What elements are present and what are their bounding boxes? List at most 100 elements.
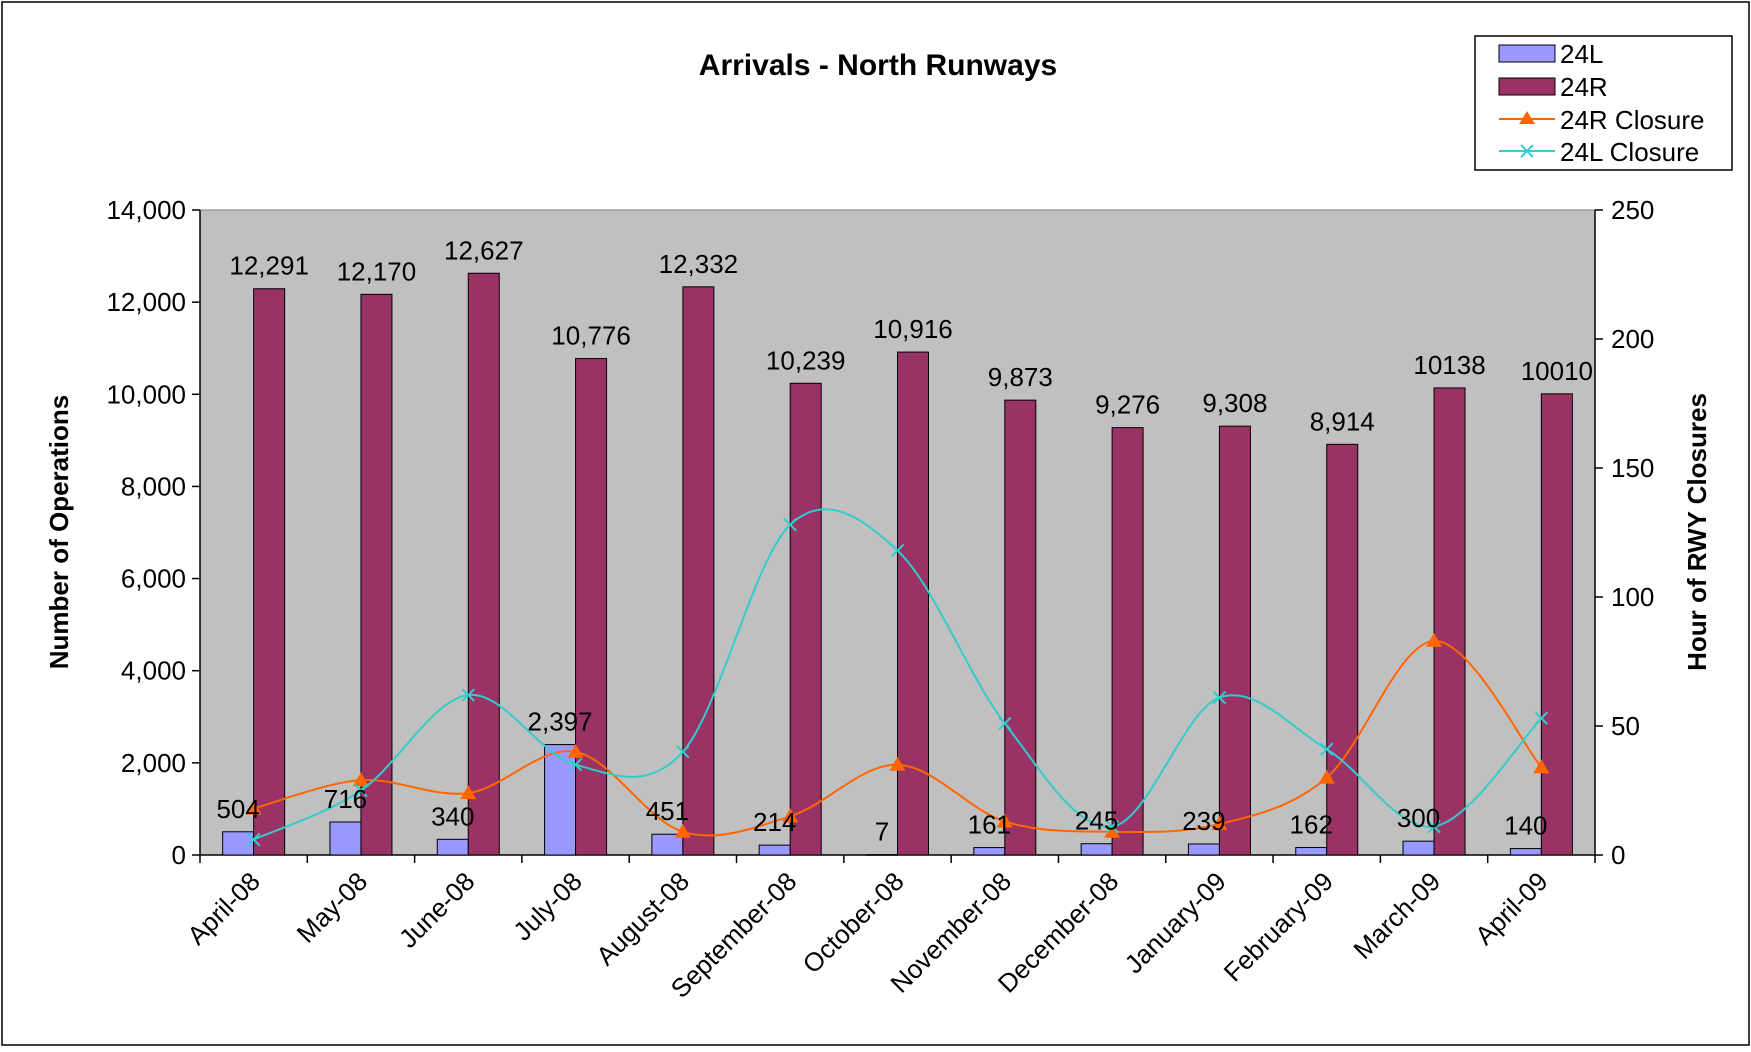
marker-24l-closure <box>354 783 368 798</box>
data-label-24l: 504 <box>216 794 259 824</box>
bar-24l <box>866 854 898 856</box>
marker-24l-closure <box>568 757 583 772</box>
y-tick-label: 6,000 <box>121 564 186 594</box>
data-label-24r: 10010 <box>1521 356 1593 386</box>
bar-24r <box>789 382 822 856</box>
bar-24l <box>1295 847 1328 856</box>
marker-24l-closure <box>676 745 690 759</box>
data-label-24r: 10138 <box>1413 350 1485 380</box>
legend-swatch-24r <box>1498 77 1556 96</box>
marker-24l-closure <box>1105 819 1119 834</box>
line-series <box>245 508 1550 847</box>
bar-24l <box>1509 848 1542 856</box>
data-label-24l: 161 <box>968 810 1011 840</box>
marker-24l-closure <box>998 716 1012 731</box>
bar-24l <box>436 838 469 856</box>
data-label-24r: 12,170 <box>337 256 417 286</box>
legend-label-24l: 24L <box>1560 39 1603 69</box>
bar-24r <box>253 288 286 856</box>
bar-24r <box>575 358 608 856</box>
marker-24r-closure <box>567 743 584 758</box>
y-tick-label: 10,000 <box>106 379 186 409</box>
bar-24r <box>1433 387 1466 856</box>
data-label-24l: 451 <box>646 796 689 826</box>
legend-label-24r: 24R <box>1560 72 1608 102</box>
y2-axis-title: Hour of RWY Closures <box>1682 393 1712 671</box>
bar-24l <box>1402 840 1435 856</box>
data-label-24l: 716 <box>324 784 367 814</box>
bar-24r <box>897 351 929 856</box>
bar-24r <box>1540 393 1573 856</box>
data-label-24l: 162 <box>1290 810 1333 840</box>
data-label-24l: 340 <box>431 801 474 831</box>
data-label-24r: 8,914 <box>1310 406 1375 436</box>
y-tick-label: 14,000 <box>106 195 186 225</box>
marker-24l-closure <box>1212 690 1227 705</box>
bar-24l <box>1187 843 1220 856</box>
marker-24r-closure <box>245 800 262 815</box>
marker-24r-closure <box>460 785 477 800</box>
marker-24l-closure <box>1534 711 1549 725</box>
data-label-24l: 140 <box>1504 811 1547 841</box>
legend-marker-24r-closure <box>1519 111 1535 124</box>
marker-24r-closure <box>352 772 369 787</box>
y-axis-title: Number of Operations <box>44 395 74 669</box>
bar-24l <box>973 847 1006 856</box>
marker-24r-closure <box>1104 823 1121 838</box>
marker-24r-closure <box>674 823 691 838</box>
legend-label-24l-closure: 24L Closure <box>1560 137 1699 167</box>
data-label-24l: 2,397 <box>528 707 593 737</box>
marker-24r-closure <box>1426 632 1443 647</box>
data-label-24l: 7 <box>875 817 889 847</box>
data-label-24r: 12,627 <box>444 235 524 265</box>
data-label-24r: 9,873 <box>988 362 1053 392</box>
bar-24r <box>360 293 393 856</box>
y-tick-label: 0 <box>172 840 186 870</box>
y-tick-label: 12,000 <box>106 287 186 317</box>
marker-24r-closure <box>889 756 906 771</box>
marker-24l-closure <box>1427 819 1441 834</box>
data-label-24r: 9,308 <box>1202 388 1267 418</box>
marker-24r-closure <box>782 808 799 823</box>
legend-marker-24l-closure <box>1520 144 1534 158</box>
marker-24r-closure <box>1211 816 1228 831</box>
bar-24r <box>1111 427 1144 856</box>
y-tick-label: 4,000 <box>121 656 186 686</box>
bar-24l <box>1080 843 1113 856</box>
bar-24r <box>682 286 715 856</box>
data-label-24l: 245 <box>1075 806 1118 836</box>
data-label-24r: 10,239 <box>766 345 846 375</box>
bar-24r <box>1326 443 1359 856</box>
data-label-24l: 300 <box>1397 803 1440 833</box>
y-tick-label: 2,000 <box>121 748 186 778</box>
marker-24l-closure <box>1320 742 1334 756</box>
data-label-24r: 12,332 <box>659 249 739 279</box>
bar-24l <box>329 821 362 856</box>
data-label-24r: 10,916 <box>873 314 953 344</box>
data-label-24l: 214 <box>753 807 796 837</box>
marker-24l-closure <box>246 832 261 847</box>
marker-24r-closure <box>1533 759 1550 774</box>
marker-24r-closure <box>1318 769 1335 784</box>
legend-label-24r-closure: 24R Closure <box>1560 105 1705 135</box>
legend-swatch-24l <box>1498 44 1556 63</box>
y2-tick-label: 100 <box>1611 582 1654 612</box>
data-label-24r: 10,776 <box>551 321 631 351</box>
data-label-24r: 9,276 <box>1095 390 1160 420</box>
data-label-24r: 12,291 <box>229 251 309 281</box>
legend: 24L 24R 24R Closure 24L Closure <box>1474 35 1733 171</box>
chart-title: Arrivals - North Runways <box>699 49 1057 82</box>
y2-tick-label: 150 <box>1611 453 1654 483</box>
marker-24l-closure <box>783 518 797 532</box>
y2-tick-label: 0 <box>1611 840 1625 870</box>
data-labels: 504 716 340 2,397 451 214 7 161 245 239 162 300 140 1… <box>216 235 1593 846</box>
y2-tick-label: 50 <box>1611 711 1640 741</box>
y2-tick-label: 250 <box>1611 195 1654 225</box>
bar-24r <box>467 272 500 856</box>
marker-24l-closure <box>461 688 475 702</box>
bar-24r <box>1218 425 1251 856</box>
data-label-24l: 239 <box>1182 806 1225 836</box>
marker-24r-closure <box>996 813 1013 828</box>
